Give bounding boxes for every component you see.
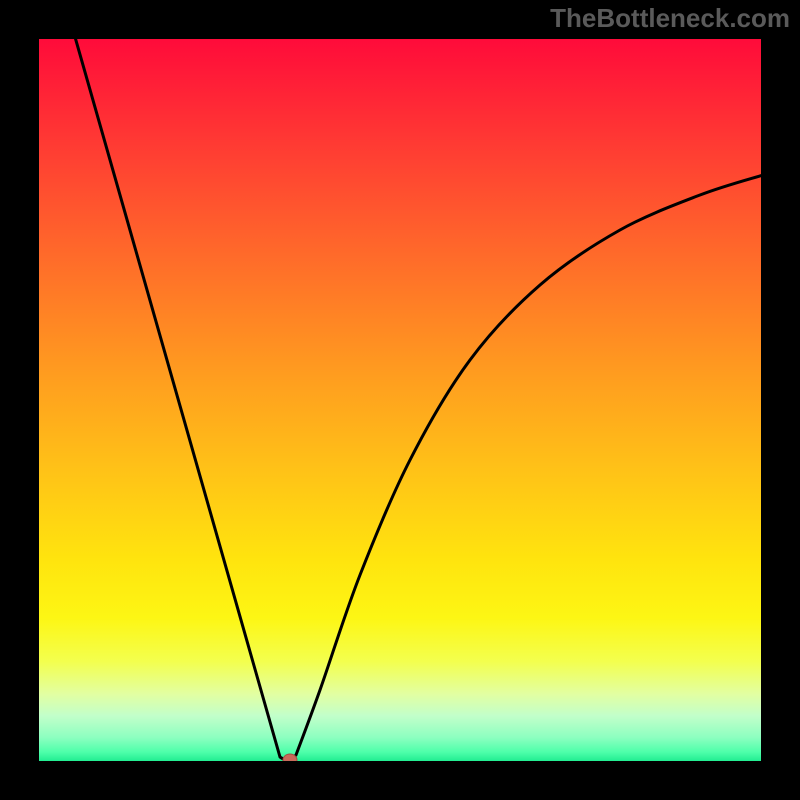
watermark-label: TheBottleneck.com: [550, 3, 790, 34]
figure-root: TheBottleneck.com: [0, 0, 800, 800]
chart-canvas: [0, 0, 800, 800]
gradient-plot-background: [37, 37, 763, 763]
